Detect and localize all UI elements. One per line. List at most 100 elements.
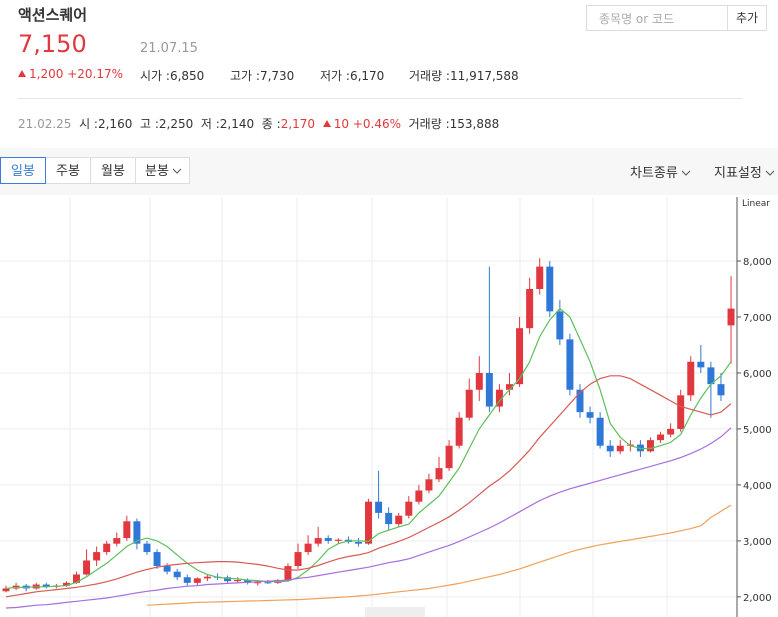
hover-label: 거래량 : xyxy=(408,117,450,131)
candle-body xyxy=(687,361,695,396)
candle-body xyxy=(314,538,322,544)
candle-body xyxy=(224,577,232,582)
candle-body xyxy=(183,577,191,583)
stat-value: 6,850 xyxy=(169,69,205,83)
hover-change: 10 +0.46% xyxy=(322,117,401,131)
candle-body xyxy=(395,515,403,525)
y-tick-label: 8,000 xyxy=(743,257,772,268)
hover-label: 고 : xyxy=(139,117,159,131)
candle-body xyxy=(173,571,181,578)
hover-value: 153,888 xyxy=(449,117,500,131)
candle-body xyxy=(727,308,735,326)
tool[interactable]: 지표설정 xyxy=(714,162,775,181)
candle-body xyxy=(495,389,503,407)
candle-body xyxy=(62,582,70,586)
candle-body xyxy=(354,541,362,544)
hover-value: 2,250 xyxy=(158,117,194,131)
hover-label: 종 : xyxy=(261,117,281,131)
y-tick-label: 4,000 xyxy=(743,481,772,492)
hover-value: 2,160 xyxy=(97,117,133,131)
change-pct: +20.17% xyxy=(67,67,123,81)
chevron xyxy=(681,170,691,176)
candle-body xyxy=(717,384,725,396)
candle-body xyxy=(2,588,10,592)
candle-body xyxy=(375,501,383,513)
tool[interactable]: 차트종류 xyxy=(630,162,691,181)
candle-body xyxy=(123,521,131,539)
candle-body xyxy=(203,576,211,579)
add-button[interactable]: 추가 xyxy=(727,5,767,31)
candle-body xyxy=(646,440,654,452)
candle-body xyxy=(83,560,91,575)
candle-body xyxy=(163,566,171,572)
scale-label: Linear xyxy=(742,199,770,209)
candle-body xyxy=(133,521,141,544)
ma-line xyxy=(5,375,732,598)
search-box[interactable]: 종목명 or 코드 xyxy=(586,5,728,31)
candle-body xyxy=(244,580,252,583)
candle-body xyxy=(465,389,473,418)
tab[interactable]: 주봉 xyxy=(45,157,91,184)
chevron xyxy=(765,170,775,176)
stat-label: 거래량 : xyxy=(409,69,450,83)
ma-line xyxy=(146,504,732,606)
hover-change-value: 10 xyxy=(333,117,349,131)
scrollbar[interactable] xyxy=(365,607,425,617)
candle-body xyxy=(566,339,574,390)
tab[interactable]: 일봉 xyxy=(0,157,46,184)
candle-body xyxy=(294,552,302,567)
candle-body xyxy=(103,543,111,553)
candle-body xyxy=(72,574,80,583)
candle-body xyxy=(334,539,342,541)
stat: 저가 :6,170 xyxy=(320,67,384,84)
candle-body xyxy=(586,412,594,418)
candle-body xyxy=(435,468,443,480)
candle-body xyxy=(677,395,685,429)
stock-name: 액션스퀘어 xyxy=(18,6,88,24)
candle-body xyxy=(707,367,715,385)
candle-body xyxy=(667,428,675,435)
ma-line xyxy=(5,307,732,590)
y-tick-label: 2,000 xyxy=(743,593,772,604)
candle-body xyxy=(143,543,151,553)
candle-body xyxy=(526,288,534,329)
stat-value: 11,917,588 xyxy=(449,69,519,83)
candle-body xyxy=(264,582,272,584)
candle-body xyxy=(304,543,312,553)
chart: Linear 2,000 3,000 4,000 5,000 6,000 7,000 8,0… xyxy=(0,197,772,617)
tab-label: 분봉 xyxy=(145,164,169,179)
candle-body xyxy=(485,372,493,407)
hover-label: 시 : xyxy=(79,117,98,131)
price: 7,150 xyxy=(18,30,87,58)
tool-label: 지표설정 xyxy=(714,166,762,181)
candle-body xyxy=(475,372,483,390)
candle-body xyxy=(254,582,262,584)
candle-body xyxy=(546,266,554,312)
stat-label: 시가 : xyxy=(140,69,170,83)
hover-label: 저 : xyxy=(200,117,220,131)
candle-body xyxy=(455,417,463,446)
tab[interactable]: 월봉 xyxy=(90,157,136,184)
stat: 시가 :6,850 xyxy=(140,67,204,84)
hover-change-pct: +0.46% xyxy=(352,117,401,131)
candle-body xyxy=(113,538,121,544)
change: 1,200 +20.17% xyxy=(18,67,123,81)
tab[interactable]: 분봉 xyxy=(135,157,190,184)
candle-body xyxy=(576,389,584,413)
candle-body xyxy=(193,578,201,583)
stat-label: 저가 : xyxy=(320,69,350,83)
hover-info: 21.02.25 시 :2,160 고 :2,250 저 :2,140 종 :2… xyxy=(18,115,499,132)
candle-body xyxy=(616,445,624,452)
search-placeholder: 종목명 or 코드 xyxy=(599,12,675,26)
y-tick-label: 3,000 xyxy=(743,537,772,548)
divider xyxy=(18,98,742,99)
candle-body xyxy=(516,328,524,385)
candle-body xyxy=(385,512,393,525)
candle-body xyxy=(606,445,614,452)
hover-close: 2,170 xyxy=(280,117,316,131)
date: 21.07.15 xyxy=(140,41,198,56)
stat-value: 7,730 xyxy=(259,69,295,83)
candle-body xyxy=(324,538,332,541)
candle-body xyxy=(42,584,50,587)
